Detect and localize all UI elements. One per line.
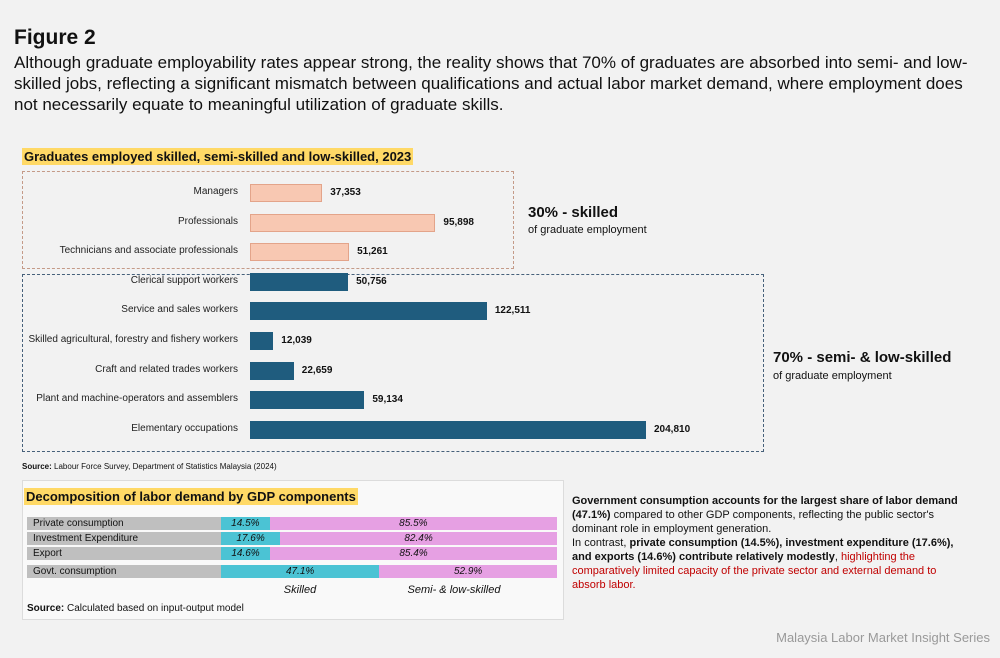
- note-p2-comma: ,: [834, 551, 841, 563]
- chart2-axis-semi: Semi- & low-skilled: [407, 584, 501, 596]
- note-paragraph-1: Government consumption accounts for the …: [572, 494, 970, 536]
- value-label-professionals: 95,898: [443, 216, 474, 228]
- note-p1-bold: Government consumption accounts for the …: [572, 495, 958, 521]
- value-label-craft-and-related-trades-workers: 22,659: [301, 364, 333, 376]
- note-paragraph-2: In contrast, private consumption (14.5%)…: [572, 536, 970, 592]
- figure-label: Figure 2: [14, 26, 96, 49]
- semi-share-subtitle: of graduate employment: [773, 370, 892, 382]
- note-p1-rest: compared to other GDP components, reflec…: [572, 509, 935, 535]
- category-label-plant-and-machine-operators-and-assemblers: Plant and machine-operators and assemble…: [36, 393, 238, 405]
- value-label-elementary-occupations: 204,810: [654, 423, 691, 435]
- chart2-axis-skilled: Skilled: [283, 584, 317, 596]
- bar-plant-and-machine-operators-and-assemblers: [250, 391, 365, 410]
- bar-technicians-and-associate-professionals: [250, 243, 350, 262]
- decomposition-row-private-consumption: Private consumption 14.5% 85.5%: [27, 517, 557, 530]
- segment-skilled-govt-consumption: 47.1%: [221, 565, 380, 578]
- segment-semi-low-skilled-investment-expenditure: 82.4%: [280, 532, 557, 545]
- bar-elementary-occupations: [250, 420, 646, 439]
- segment-semi-low-skilled-govt-consumption: 52.9%: [379, 565, 557, 578]
- semi-share-title: 70% - semi- & low-skilled: [773, 349, 952, 366]
- value-label-managers: 37,353: [330, 187, 361, 198]
- decomposition-row-govt-consumption: Govt. consumption 47.1% 52.9%: [27, 565, 557, 578]
- note-p2-bold: private consumption (14.5%), investment …: [572, 537, 954, 563]
- chart2-source-text: Calculated based on input-output model: [64, 603, 244, 614]
- category-label-managers: Managers: [193, 186, 238, 197]
- category-label-skilled-agricultural-forestry-and-fishery-workers: Skilled agricultural, forestry and fishe…: [28, 334, 238, 345]
- chart1-source: Source: Labour Force Survey, Department …: [22, 462, 277, 471]
- decomposition-row-investment-expenditure: Investment Expenditure 17.6% 82.4%: [27, 532, 557, 545]
- category-label-craft-and-related-trades-workers: Craft and related trades workers: [95, 363, 238, 375]
- skilled-group-box: [22, 171, 514, 269]
- note-p2-highlight: highlighting the comparatively limited c…: [572, 551, 937, 591]
- category-label-technicians-and-associate-professionals: Technicians and associate professionals: [59, 245, 238, 257]
- value-label-clerical-support-workers: 50,756: [356, 275, 387, 287]
- skilled-share-subtitle: of graduate employment: [528, 224, 647, 236]
- value-label-service-and-sales-workers: 122,511: [494, 305, 531, 317]
- bar-professionals: [250, 213, 436, 232]
- segment-semi-low-skilled-private-consumption: 85.5%: [269, 517, 557, 530]
- segment-skilled-private-consumption: 14.5%: [221, 517, 270, 530]
- bar-craft-and-related-trades-workers: [250, 361, 294, 380]
- chart2-source: Source: Calculated based on input-output…: [27, 603, 244, 614]
- component-label-export: Export: [27, 547, 221, 560]
- bar-clerical-support-workers: [250, 272, 349, 291]
- chart1-source-label: Source:: [22, 462, 52, 471]
- skilled-share-title: 30% - skilled: [528, 204, 619, 221]
- value-label-technicians-and-associate-professionals: 51,261: [357, 246, 388, 258]
- category-label-professionals: Professionals: [177, 215, 238, 227]
- figure-description: Although graduate employability rates ap…: [14, 53, 968, 114]
- component-label-private-consumption: Private consumption: [27, 517, 221, 530]
- chart1-title: Graduates employed skilled, semi-skilled…: [22, 148, 414, 165]
- semi-skilled-group-box: [22, 274, 764, 452]
- chart2-source-label: Source:: [27, 603, 65, 614]
- segment-skilled-investment-expenditure: 17.6%: [221, 532, 281, 545]
- note-p2-intro: In contrast,: [572, 537, 630, 549]
- series-footer: Malaysia Labor Market Insight Series: [776, 630, 990, 645]
- segment-semi-low-skilled-export: 85.4%: [270, 547, 557, 560]
- value-label-plant-and-machine-operators-and-assemblers: 59,134: [372, 394, 403, 406]
- bar-skilled-agricultural-forestry-and-fishery-workers: [250, 332, 274, 350]
- bar-service-and-sales-workers: [250, 302, 487, 321]
- decomposition-row-export: Export 14.6% 85.4%: [27, 547, 557, 560]
- commentary-note: Government consumption accounts for the …: [572, 494, 970, 592]
- category-label-service-and-sales-workers: Service and sales workers: [121, 304, 238, 316]
- value-label-skilled-agricultural-forestry-and-fishery-workers: 12,039: [281, 335, 312, 346]
- component-label-investment-expenditure: Investment Expenditure: [27, 532, 221, 545]
- bar-managers: [250, 184, 323, 202]
- chart1-source-text: Labour Force Survey, Department of Stati…: [51, 462, 277, 471]
- category-label-clerical-support-workers: Clerical support workers: [130, 274, 238, 286]
- chart2-title: Decomposition of labor demand by GDP com…: [24, 488, 358, 505]
- component-label-govt-consumption: Govt. consumption: [27, 565, 221, 578]
- category-label-elementary-occupations: Elementary occupations: [131, 422, 238, 434]
- segment-skilled-export: 14.6%: [221, 547, 271, 560]
